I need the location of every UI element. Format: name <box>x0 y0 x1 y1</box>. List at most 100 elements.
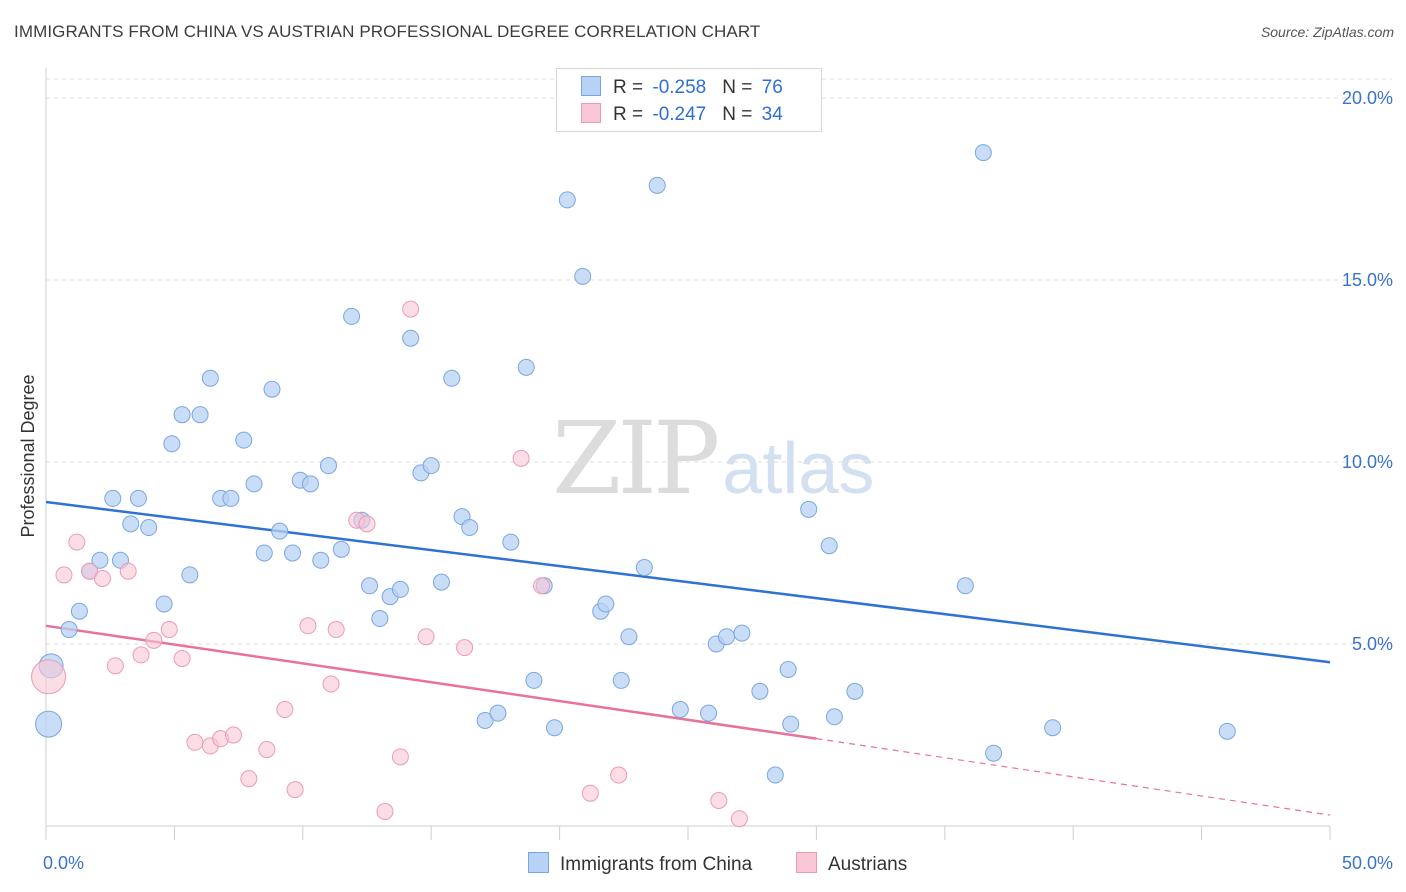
china-point <box>191 406 209 424</box>
china-point <box>181 566 199 584</box>
x-tick-label: 0.0% <box>43 853 84 873</box>
china-point <box>422 457 440 475</box>
china-point <box>956 577 974 595</box>
china-point <box>104 489 122 507</box>
china-point <box>155 595 173 613</box>
china-point <box>782 715 800 733</box>
correlation-legend: R = -0.258 N = 76 R = -0.247 N = 34 <box>556 68 822 132</box>
y-tick-label: 5.0% <box>1352 634 1393 654</box>
china-point <box>371 610 389 628</box>
austrians-point <box>512 449 530 467</box>
austrians-point <box>391 748 409 766</box>
china-point <box>985 744 1003 762</box>
china-point <box>751 682 769 700</box>
china-point <box>545 719 563 737</box>
china-point <box>255 544 273 562</box>
legend-r-value-china: -0.258 <box>652 77 707 98</box>
austrians-point <box>327 620 345 638</box>
china-point <box>820 537 838 555</box>
china-point <box>489 704 507 722</box>
china-point <box>597 595 615 613</box>
china-point <box>733 624 751 642</box>
austrians-point <box>258 741 276 759</box>
china-point <box>245 475 263 493</box>
watermark-zip: ZIP <box>552 400 720 517</box>
austrians-point <box>240 770 258 788</box>
china-point <box>60 620 78 638</box>
china-point <box>846 682 864 700</box>
watermark: ZIPatlas <box>552 400 874 517</box>
legend-n-value-austrians: 34 <box>761 104 783 125</box>
austrians-point <box>68 533 86 551</box>
austrians-point <box>286 781 304 799</box>
china-point <box>612 671 630 689</box>
china-point <box>361 577 379 595</box>
legend-r-value-austrians: -0.247 <box>652 104 707 125</box>
legend-row-china: R = -0.258 N = 76 <box>581 76 783 100</box>
china-point <box>476 711 494 729</box>
austrians-point <box>145 631 163 649</box>
austrians-point <box>417 628 435 646</box>
china-point <box>263 380 281 398</box>
china-point <box>525 671 543 689</box>
axis-labels: 5.0% 10.0% 15.0% 20.0% 0.0% 50.0% Professional… <box>18 88 1393 873</box>
austrians-point <box>81 562 99 580</box>
china-point <box>91 551 109 569</box>
china-point <box>718 628 736 646</box>
bottom-legend-austrians-label: Austrians <box>828 854 908 875</box>
china-point <box>779 660 797 678</box>
legend-n-label: N = <box>722 104 758 125</box>
austrians-point <box>358 515 376 533</box>
austrians-point <box>710 792 728 810</box>
china-point <box>402 329 420 347</box>
legend-r-label: R = <box>613 77 649 98</box>
austrians-point <box>276 701 294 719</box>
legend-row-austrians: R = -0.247 N = 34 <box>581 103 783 127</box>
china-point <box>332 540 350 558</box>
austrians-point <box>533 577 551 595</box>
china-point <box>558 191 576 209</box>
china-point <box>766 766 784 784</box>
austrians-point <box>186 733 204 751</box>
austrians-point <box>93 569 111 587</box>
bottom-legend-china-label: Immigrants from China <box>560 854 753 875</box>
legend-r-label: R = <box>613 104 649 125</box>
china-point <box>122 515 140 533</box>
china-point <box>319 457 337 475</box>
trend-lines <box>45 500 1331 816</box>
china-point <box>443 369 461 387</box>
austrians-point <box>224 726 242 744</box>
legend-n-label: N = <box>722 77 758 98</box>
china-point <box>163 435 181 453</box>
data-points <box>31 144 1236 828</box>
source-credit: Source: ZipAtlas.com <box>1260 24 1394 40</box>
china-point <box>35 710 63 738</box>
china-point <box>620 628 638 646</box>
china-point <box>129 489 147 507</box>
china-point <box>648 176 666 194</box>
china-point <box>312 551 330 569</box>
austrians-trend-extension <box>816 738 1331 816</box>
austrians-point <box>299 617 317 635</box>
austrians-swatch <box>796 852 817 873</box>
austrians-point <box>402 300 420 318</box>
austrians-point <box>581 784 599 802</box>
china-point <box>517 358 535 376</box>
gridlines <box>46 78 1392 645</box>
austrians-point <box>730 810 748 828</box>
austrians-point <box>173 650 191 668</box>
austrians-point <box>119 562 137 580</box>
china-point <box>1044 719 1062 737</box>
austrians-point <box>31 659 67 695</box>
china-point <box>432 573 450 591</box>
axes <box>45 68 1331 840</box>
austrians-point <box>55 566 73 584</box>
china-point <box>461 519 479 537</box>
china-point <box>700 704 718 722</box>
china-point <box>502 533 520 551</box>
china-point <box>825 708 843 726</box>
austrians-point <box>106 657 124 675</box>
y-axis-title: Professional Degree <box>18 374 38 537</box>
y-tick-label: 15.0% <box>1342 270 1393 290</box>
china-point <box>800 500 818 518</box>
